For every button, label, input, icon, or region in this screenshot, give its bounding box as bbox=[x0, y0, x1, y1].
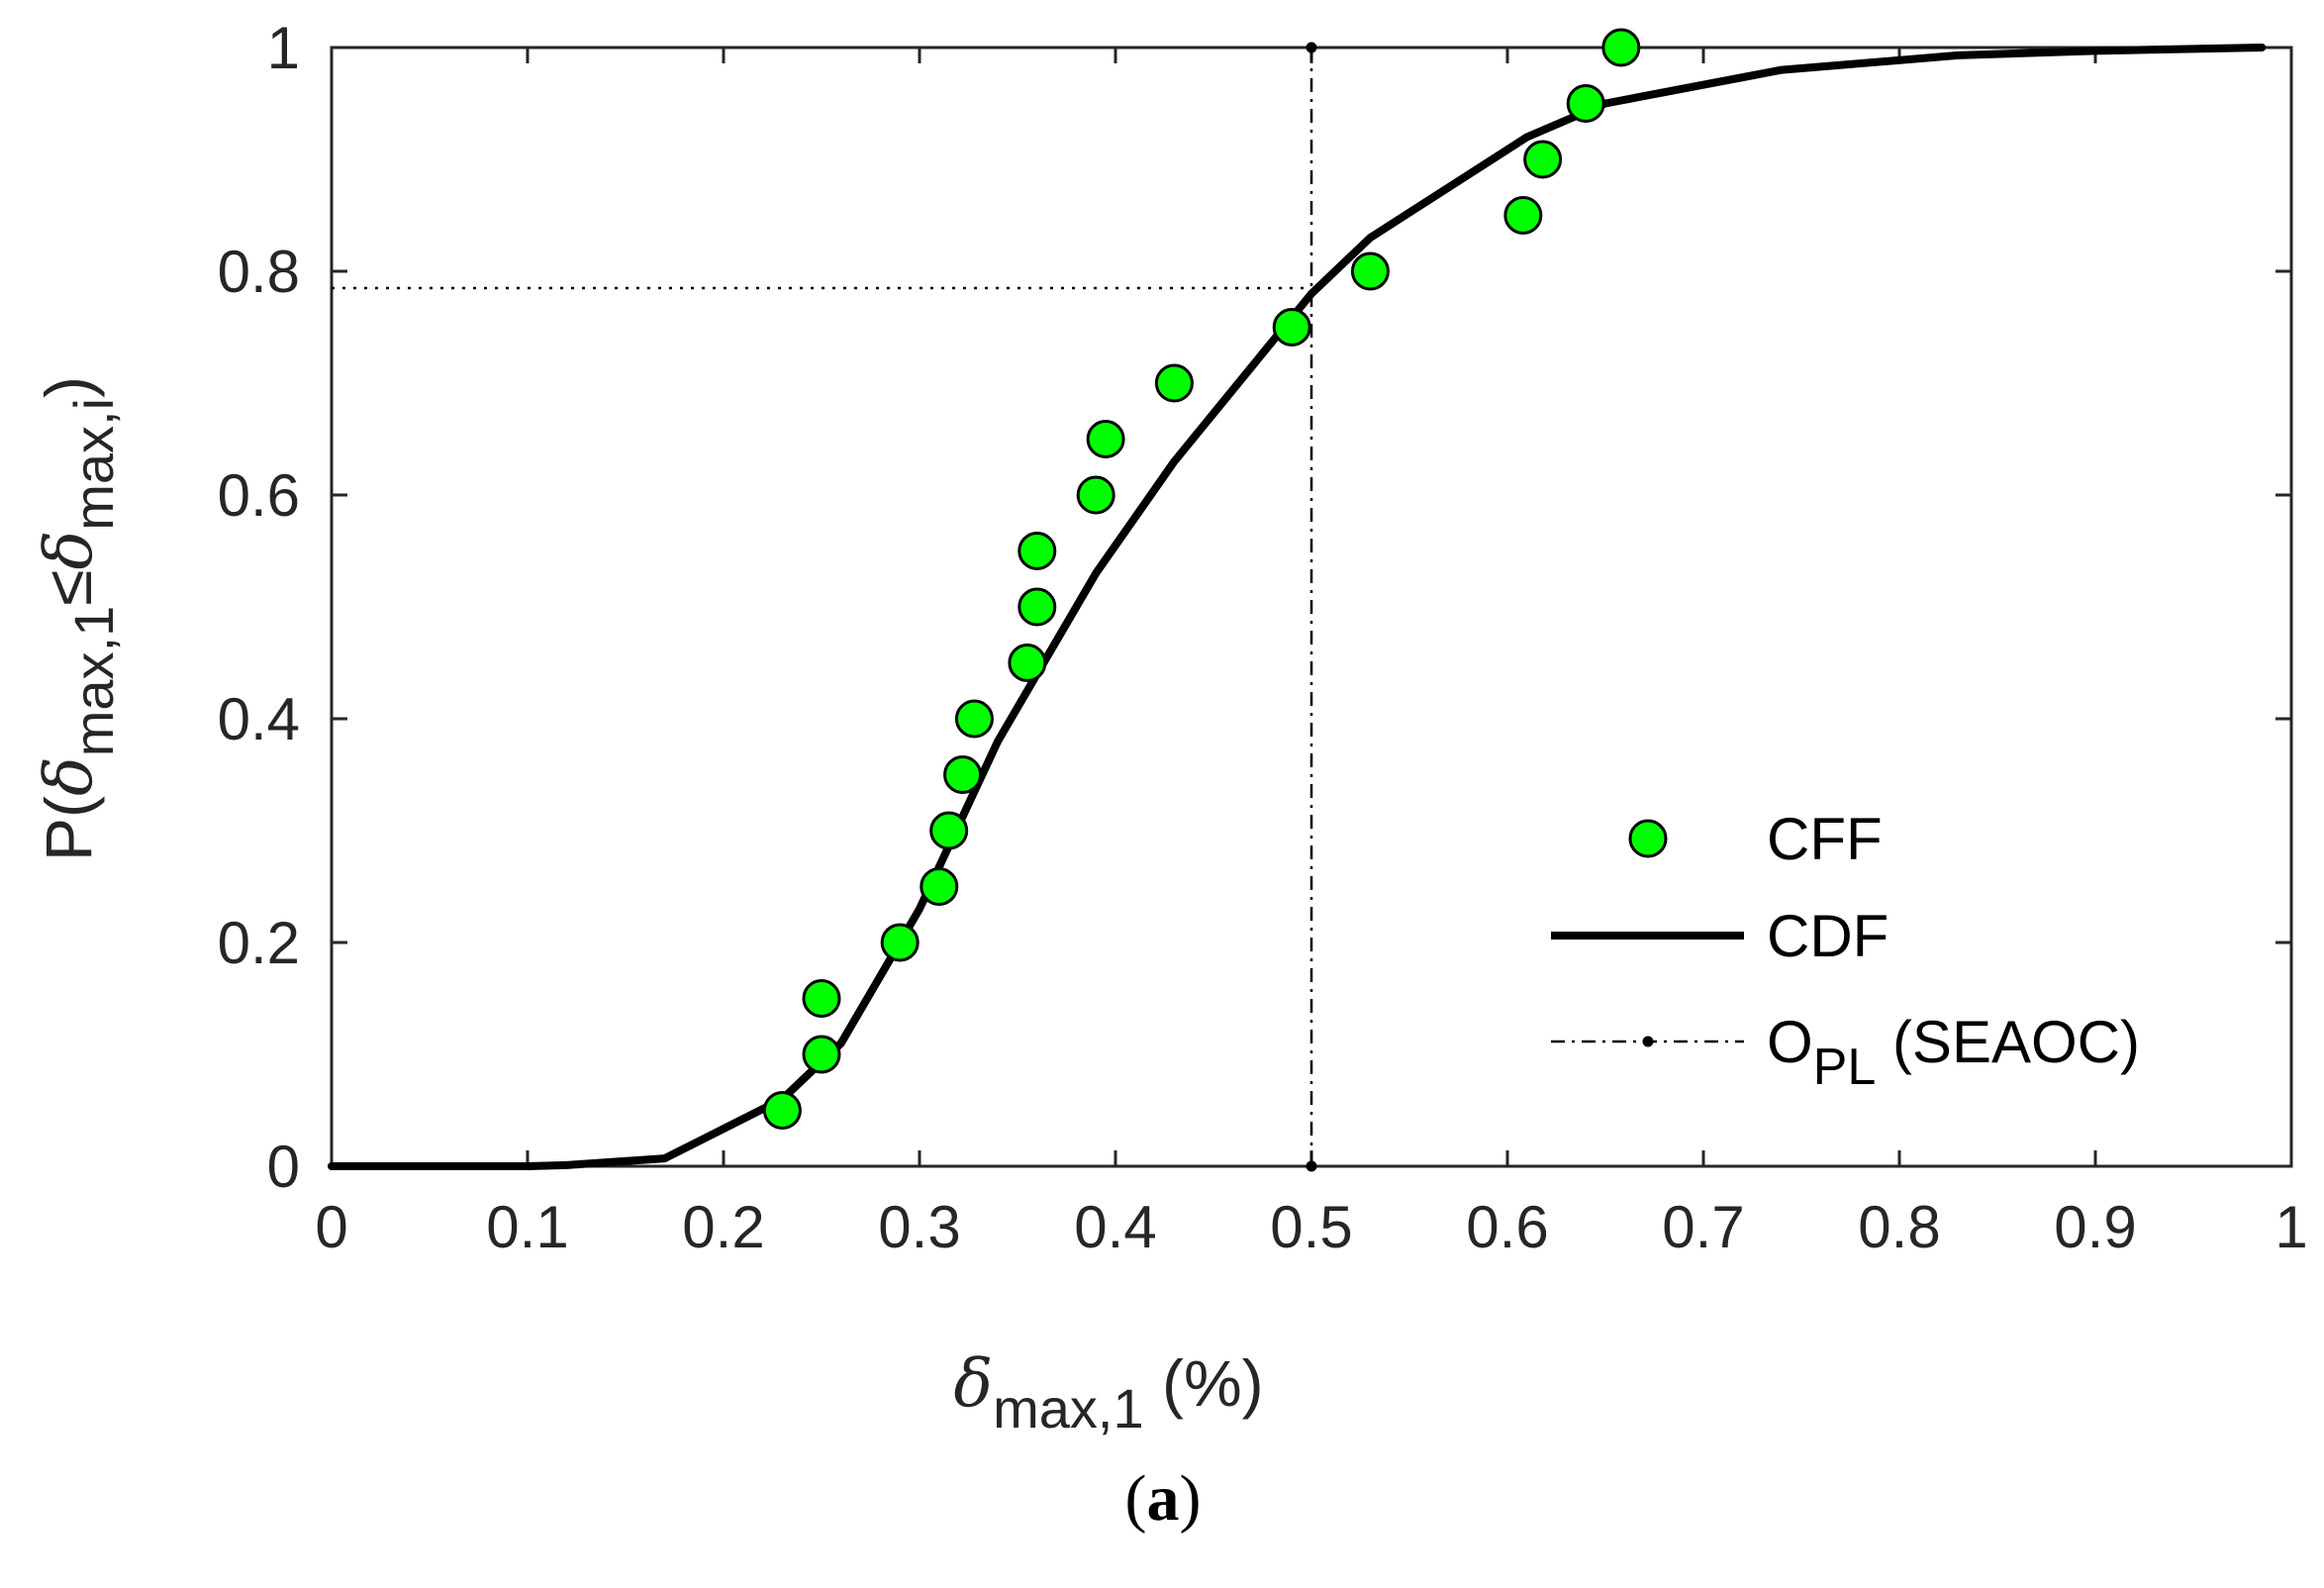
legend-opl-marker bbox=[1642, 1036, 1654, 1047]
x-axis-label: δmax,1 (%) bbox=[953, 1345, 1263, 1439]
x-tick-label: 0.4 bbox=[1074, 1194, 1156, 1260]
opl-seaoc-marker-bottom bbox=[1306, 1160, 1317, 1172]
x-tick-label: 0.6 bbox=[1466, 1194, 1548, 1260]
x-tick-label: 0.1 bbox=[486, 1194, 568, 1260]
ticks bbox=[330, 46, 2293, 1168]
x-tick-label: 0 bbox=[315, 1194, 347, 1260]
legend-cdf-label: CDF bbox=[1767, 903, 1888, 969]
x-tick-label: 0.7 bbox=[1662, 1194, 1744, 1260]
x-tick-label: 0.5 bbox=[1270, 1194, 1352, 1260]
cff-point bbox=[1086, 420, 1125, 458]
cff-point bbox=[1017, 587, 1057, 627]
y-tick-label: 1 bbox=[267, 15, 300, 81]
legend: CFF CDF OPL (SEAOC) bbox=[1551, 806, 2140, 1096]
figure-caption: (a) bbox=[1125, 1462, 1202, 1535]
cff-point bbox=[1566, 84, 1605, 123]
x-tick-label: 1 bbox=[2275, 1194, 2307, 1260]
cff-point bbox=[1076, 475, 1115, 515]
cff-point bbox=[1350, 251, 1390, 291]
opl-seaoc-marker-top bbox=[1306, 42, 1317, 53]
legend-cff-label: CFF bbox=[1767, 806, 1883, 872]
cff-point bbox=[762, 1091, 802, 1130]
cff-point bbox=[1503, 196, 1543, 235]
cff-point bbox=[929, 811, 969, 850]
cff-point bbox=[1154, 363, 1194, 403]
cff-point bbox=[802, 979, 841, 1018]
cff-point bbox=[1008, 644, 1047, 682]
legend-opl-label: OPL (SEAOC) bbox=[1767, 1009, 2140, 1096]
cff-point bbox=[802, 1035, 841, 1074]
y-tick-label: 0.4 bbox=[218, 686, 300, 752]
cff-point bbox=[920, 867, 959, 906]
x-tick-label: 0.2 bbox=[682, 1194, 764, 1260]
y-tick-label: 0.6 bbox=[218, 462, 300, 529]
cff-point bbox=[1601, 28, 1641, 67]
x-tick-label: 0.8 bbox=[1858, 1194, 1940, 1260]
cff-point bbox=[880, 923, 920, 962]
series-layer bbox=[328, 28, 2267, 1172]
cff-point bbox=[1017, 532, 1057, 570]
tick-labels: 0 0.1 0.2 0.3 0.4 0.5 0.6 0.7 0.8 0.9 1 0 0.2 0.4 0.6 0… bbox=[218, 15, 2308, 1260]
y-tick-label: 0.8 bbox=[218, 239, 300, 305]
legend-cff-marker bbox=[1628, 819, 1668, 858]
x-tick-label: 0.9 bbox=[2054, 1194, 2136, 1260]
y-axis-label: P(δmax,1≤δmax,i) bbox=[31, 376, 125, 861]
cff-point bbox=[1272, 308, 1311, 347]
cff-point bbox=[954, 699, 994, 739]
x-tick-label: 0.3 bbox=[878, 1194, 960, 1260]
cff-point bbox=[943, 755, 983, 794]
y-tick-label: 0.2 bbox=[218, 910, 300, 976]
cff-point bbox=[1523, 140, 1563, 179]
y-tick-label: 0 bbox=[267, 1134, 300, 1200]
cdf-line bbox=[328, 44, 2267, 1170]
